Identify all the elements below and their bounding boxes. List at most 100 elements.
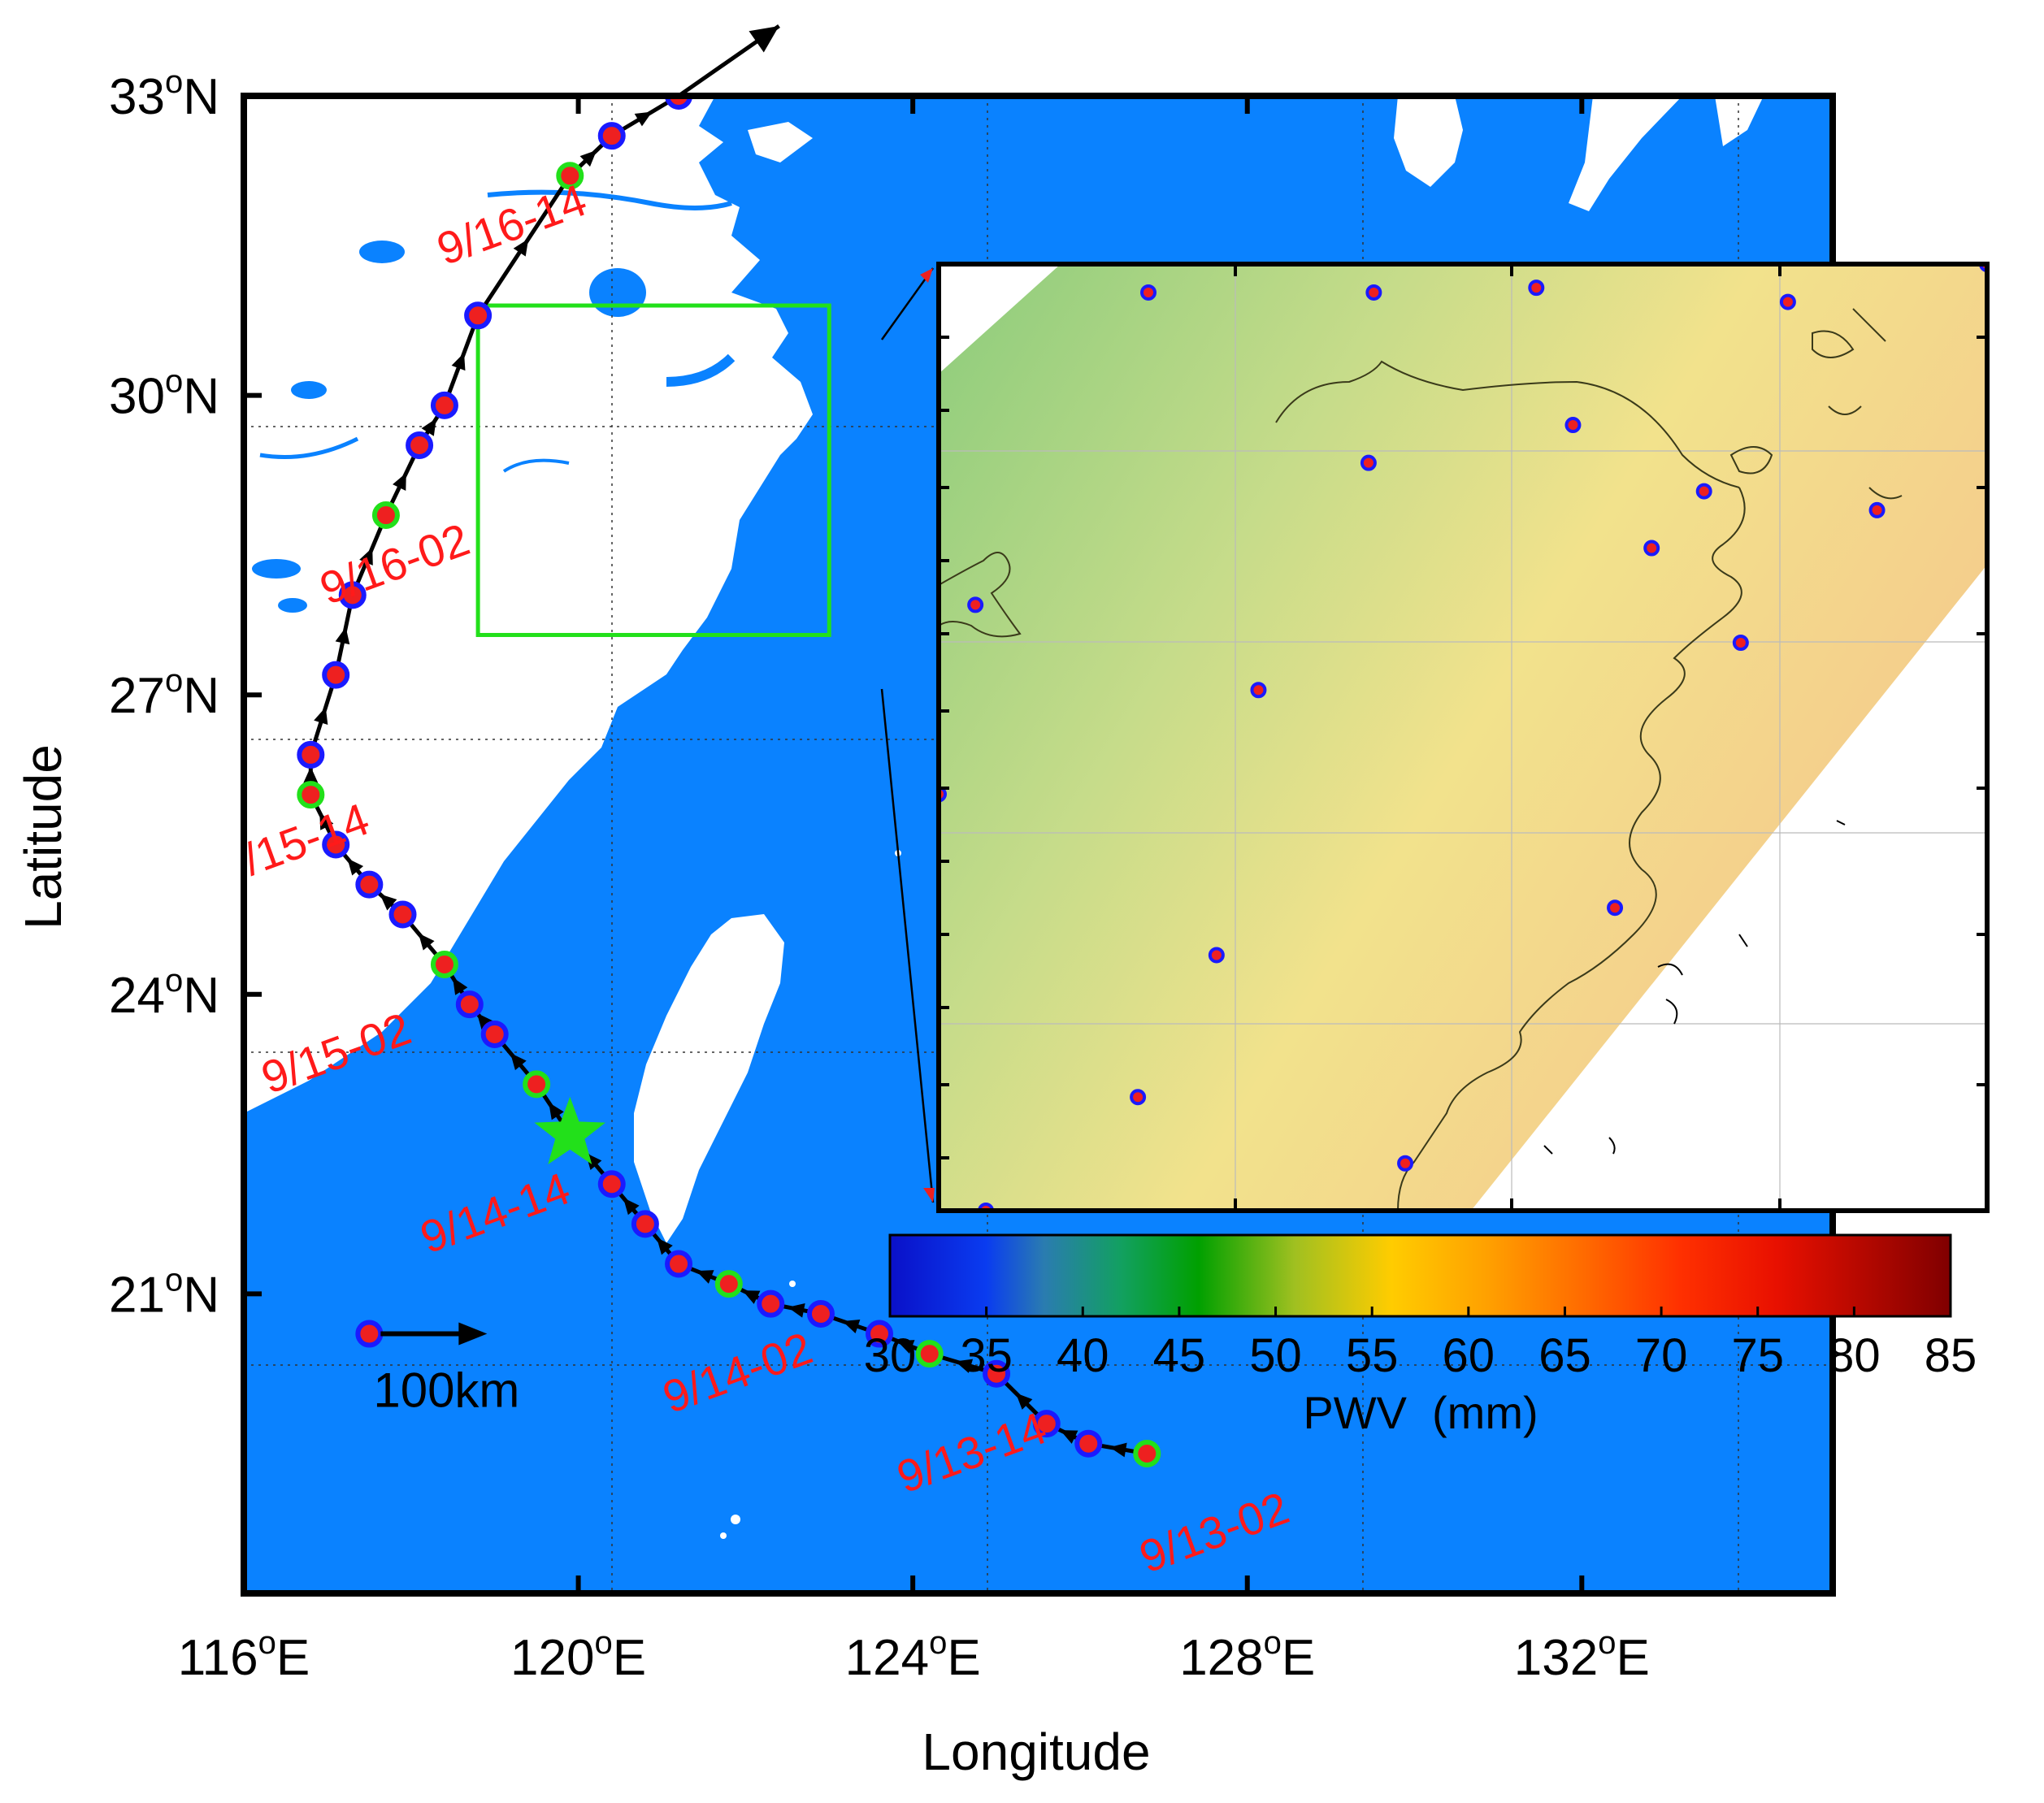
- track-direction-arrow: [955, 1359, 974, 1373]
- lakes-and-rivers: [252, 189, 736, 613]
- track-direction-arrow: [421, 418, 436, 436]
- y-tick-hemisphere: N: [183, 968, 219, 1024]
- colorbar-tick-label: 60: [1443, 1329, 1495, 1382]
- y-tick-degree: o: [165, 1262, 183, 1298]
- track-direction-arrow: [1109, 1442, 1127, 1458]
- gnss-station-marker: [1695, 483, 1712, 500]
- track-direction-arrow: [347, 858, 364, 876]
- mainland-china-land: [244, 96, 813, 1113]
- track-direction-arrow: [788, 1302, 805, 1318]
- x-tick-degree: o: [258, 1625, 276, 1661]
- gnss-station-marker: [1208, 947, 1225, 964]
- x-tick-degree: o: [1264, 1625, 1282, 1661]
- track-direction-arrow: [393, 473, 406, 491]
- track-point: [338, 581, 367, 609]
- colorbar-tick-label: 35: [960, 1329, 1013, 1382]
- track-point: [631, 1210, 659, 1238]
- x-tick-hemisphere: E: [947, 1630, 980, 1686]
- track-point-labeled: [1133, 1439, 1161, 1467]
- x-tick-label: 116oE: [178, 1625, 310, 1686]
- colorbar-tick-label: 75: [1731, 1329, 1784, 1382]
- track-direction-arrow: [510, 1052, 527, 1071]
- track-point: [322, 830, 350, 859]
- colorbar-tick-label: 70: [1635, 1329, 1688, 1382]
- track-point: [866, 1320, 893, 1348]
- track-point: [1032, 1410, 1061, 1438]
- korea-japan-land: [1394, 96, 1764, 211]
- x-tick-value: 128: [1179, 1630, 1263, 1686]
- colorbar-tick-label: 40: [1057, 1329, 1109, 1382]
- y-tick-label: 24oN: [109, 963, 219, 1024]
- track-continuation-arrow: [677, 24, 780, 98]
- track-direction-arrow: [513, 238, 529, 257]
- inset-connector-top-head: [920, 268, 933, 283]
- scale-bar-label: 100km: [373, 1363, 519, 1418]
- track-direction-arrow: [319, 812, 334, 830]
- track-direction-arrow: [842, 1319, 861, 1334]
- gnss-station-marker: [1365, 284, 1382, 301]
- x-tick-value: 116: [178, 1630, 258, 1686]
- gnss-station-marker: [1397, 1155, 1414, 1172]
- track-point-labeled: [556, 162, 584, 190]
- gnss-station-marker: [1140, 284, 1157, 301]
- inset-coastline: [939, 308, 1903, 1211]
- y-tick-degree: o: [165, 963, 183, 999]
- track-point: [480, 1020, 509, 1048]
- colorbar-tick-label: 85: [1925, 1329, 1977, 1382]
- track-point: [406, 431, 434, 460]
- x-tick-value: 120: [510, 1630, 594, 1686]
- colorbar-tick-label: 45: [1153, 1329, 1206, 1382]
- track-direction-arrow: [696, 1270, 714, 1284]
- typhoon-landfall-star: [534, 1096, 605, 1164]
- x-tick-label: 120oE: [510, 1625, 646, 1686]
- track-point: [430, 391, 458, 419]
- x-tick-label: 128oE: [1179, 1625, 1315, 1686]
- y-tick-value: 30: [109, 369, 165, 425]
- y-tick-value: 27: [109, 668, 165, 724]
- track-point: [597, 1170, 626, 1198]
- gnss-station-marker: [1732, 635, 1749, 651]
- colorbar-tick-label: 65: [1538, 1329, 1591, 1382]
- track-direction-arrow: [634, 111, 653, 127]
- x-tick-value: 124: [845, 1630, 929, 1686]
- x-tick-hemisphere: E: [613, 1630, 646, 1686]
- track-point-labeled: [915, 1340, 944, 1368]
- x-tick-degree: o: [595, 1625, 613, 1661]
- x-tick-hemisphere: E: [1282, 1630, 1315, 1686]
- track-point-labeled: [430, 950, 458, 978]
- x-tick-value: 132: [1514, 1630, 1598, 1686]
- track-point: [1074, 1429, 1103, 1458]
- inset-frame: [936, 262, 1990, 1213]
- colorbar-label: PWV (mm): [1303, 1387, 1538, 1438]
- y-tick-degree: o: [165, 663, 183, 699]
- track-direction-arrow: [476, 1012, 493, 1030]
- track-direction-arrow: [896, 1340, 915, 1354]
- scale-bar-arrowhead: [458, 1322, 488, 1346]
- track-point-labeled: [714, 1270, 743, 1298]
- continuation-arrowhead: [749, 25, 779, 53]
- taiwan-island: [634, 914, 784, 1243]
- gnss-station-marker: [1130, 1089, 1147, 1106]
- track-direction-arrow: [1060, 1430, 1078, 1444]
- colorbar-ticks: 30 35 40 45 50 55 60 65 70 75 80 85: [864, 1307, 1977, 1382]
- track-direction-arrow: [742, 1290, 761, 1304]
- scale-bar-marker: [355, 1320, 384, 1348]
- study-area-box: [475, 303, 831, 637]
- colorbar-gradient: [888, 1233, 1952, 1318]
- track-direction-arrow: [314, 707, 328, 726]
- track-direction-arrow: [453, 977, 468, 995]
- gnss-station-marker: [967, 596, 984, 613]
- y-tick-degree: o: [165, 364, 183, 400]
- x-tick-hemisphere: E: [1616, 1630, 1649, 1686]
- x-tick-label: 132oE: [1514, 1625, 1650, 1686]
- gnss-station-marker: [1360, 454, 1377, 471]
- y-tick-label: 27oN: [109, 663, 219, 724]
- track-point: [665, 1250, 693, 1278]
- gnss-station-marker: [1528, 280, 1545, 297]
- track-direction-arrow: [1015, 1393, 1033, 1410]
- track-point: [455, 990, 484, 1019]
- track-point: [322, 661, 350, 689]
- track-direction-arrow: [359, 547, 373, 566]
- gnss-station-marker: [1868, 501, 1886, 518]
